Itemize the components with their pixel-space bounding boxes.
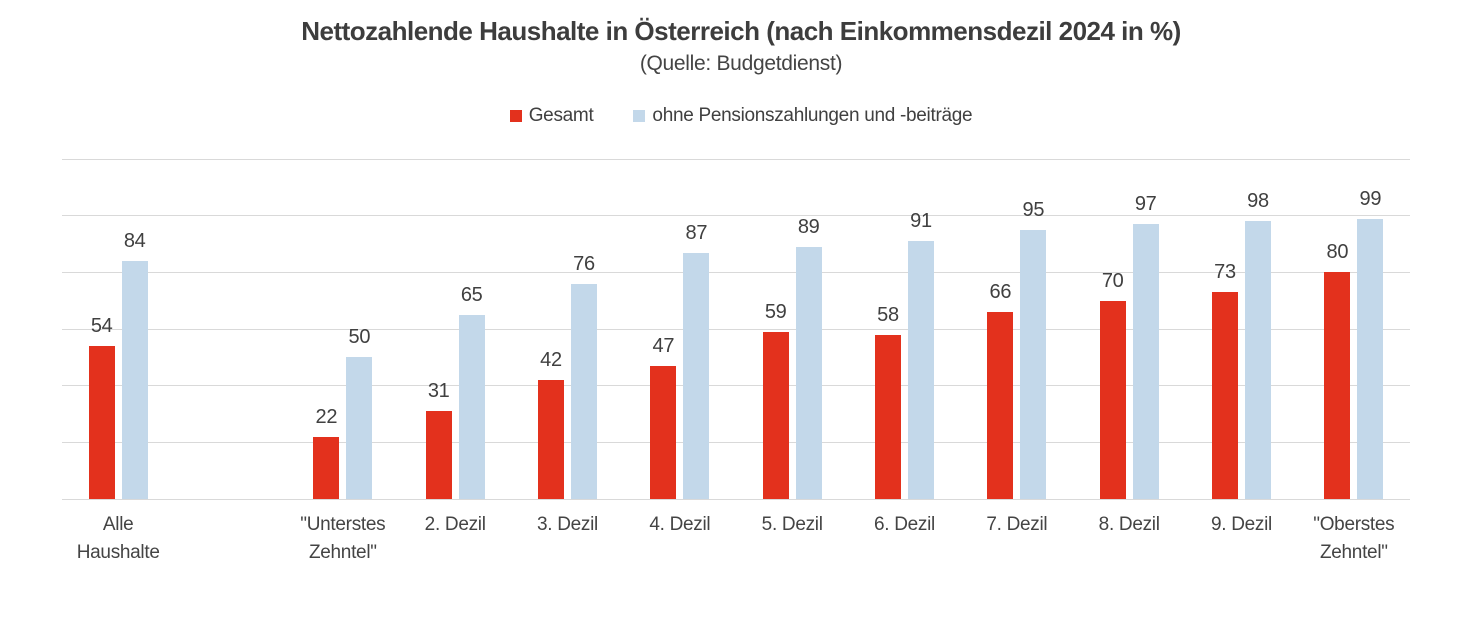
- bar-ohne-pensionszahlungen: [121, 261, 148, 499]
- bar-value-label: 65: [460, 283, 483, 306]
- bar-gesamt: [762, 331, 789, 499]
- bar-value-label: 87: [685, 221, 708, 244]
- bar-value-label: 31: [427, 380, 450, 403]
- bar-value-label: 98: [1247, 190, 1269, 213]
- plot-area: 54 84 22 50 31 65 42 76 47 87 59 89 58 91 66 95 70 97 73 98…: [62, 158, 1410, 500]
- chart-subtitle: (Quelle: Budgetdienst): [639, 52, 843, 75]
- x-axis-label: 4. Dezil: [649, 514, 711, 535]
- bar-gesamt: [1212, 292, 1238, 499]
- bar-gesamt: [1324, 272, 1351, 499]
- gridline: [62, 441, 1410, 443]
- bar-ohne-pensionszahlungen: [683, 252, 710, 499]
- x-axis-label: "Unterstes Zehntel": [300, 514, 386, 563]
- bar-gesamt: [425, 411, 452, 499]
- bar-ohne-pensionszahlungen: [1132, 224, 1159, 499]
- bar-value-label: 97: [1134, 193, 1157, 216]
- x-axis-label: 8. Dezil: [1098, 514, 1160, 535]
- legend-swatch-ohne-pensionszahlungen: [633, 110, 646, 122]
- x-axis-label: "Oberstes Zehntel": [1313, 514, 1395, 563]
- legend: Gesamt ohne Pensionszahlungen und -beitr…: [0, 105, 1482, 127]
- x-axis-label: 7. Dezil: [986, 514, 1048, 535]
- bar-value-label: 89: [797, 215, 820, 238]
- x-axis-label: Alle Haushalte: [76, 514, 160, 563]
- bar-value-label: 22: [315, 405, 338, 428]
- legend-label-gesamt: Gesamt: [528, 105, 594, 126]
- gridline: [62, 158, 1410, 160]
- bar-value-label: 58: [877, 303, 899, 326]
- bar-value-label: 47: [652, 334, 675, 357]
- chart-title: Nettozahlende Haushalte in Österreich (n…: [301, 16, 1181, 46]
- x-axis-label: 2. Dezil: [424, 514, 486, 535]
- bar-value-label: 95: [1022, 198, 1045, 221]
- bar-value-label: 54: [90, 315, 113, 337]
- bar-gesamt: [538, 380, 564, 499]
- bar-ohne-pensionszahlungen: [1245, 221, 1271, 499]
- bar-ohne-pensionszahlungen: [795, 246, 822, 499]
- bar-value-label: 73: [1214, 261, 1236, 284]
- bar-value-label: 70: [1101, 269, 1124, 292]
- gridline: [62, 498, 1410, 500]
- bar-ohne-pensionszahlungen: [1357, 218, 1384, 499]
- legend-item-gesamt: Gesamt: [509, 105, 594, 127]
- legend-swatch-gesamt: [509, 110, 522, 122]
- bar-ohne-pensionszahlungen: [908, 241, 934, 499]
- x-axis-label: 9. Dezil: [1211, 514, 1272, 535]
- x-axis-label: 6. Dezil: [874, 514, 935, 535]
- legend-item-ohne-pensionszahlungen: ohne Pensionszahlungen und -beiträge: [633, 105, 973, 127]
- bar-gesamt: [875, 334, 901, 499]
- bar-gesamt: [650, 365, 677, 499]
- bar-value-label: 84: [123, 230, 146, 252]
- x-axis-label: 3. Dezil: [537, 514, 598, 535]
- gridline: [62, 385, 1410, 387]
- bar-value-label: 59: [764, 300, 787, 323]
- bar-value-label: 66: [989, 281, 1012, 303]
- bar-value-label: 99: [1359, 187, 1382, 210]
- bar-ohne-pensionszahlungen: [1020, 229, 1047, 499]
- x-axis-labels: Alle Haushalte "Unterstes Zehntel" 2. Dezi…: [62, 511, 1410, 591]
- bar-value-label: 76: [573, 252, 595, 275]
- gridline: [62, 271, 1410, 273]
- bar-gesamt: [1099, 300, 1126, 499]
- x-axis-label: 5. Dezil: [761, 514, 823, 535]
- bar-value-label: 80: [1326, 241, 1349, 264]
- gridline: [62, 328, 1410, 330]
- bar-value-label: 42: [540, 349, 562, 371]
- bar-gesamt: [88, 346, 115, 499]
- bar-ohne-pensionszahlungen: [571, 283, 597, 499]
- legend-label-ohne-pensionszahlungen: ohne Pensionszahlungen und -beiträge: [652, 105, 973, 126]
- gridline: [62, 215, 1410, 217]
- bar-ohne-pensionszahlungen: [346, 357, 373, 499]
- bar-value-label: 91: [910, 210, 932, 233]
- bar-gesamt: [313, 436, 340, 499]
- bar-ohne-pensionszahlungen: [458, 314, 485, 499]
- bar-value-label: 50: [348, 326, 371, 349]
- bar-gesamt: [987, 312, 1014, 499]
